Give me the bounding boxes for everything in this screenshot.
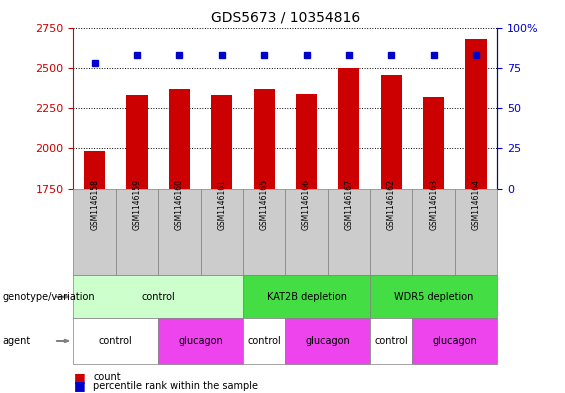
Bar xyxy=(423,97,444,189)
Text: GSM1146162: GSM1146162 xyxy=(387,179,396,230)
Text: GSM1146158: GSM1146158 xyxy=(90,179,99,230)
Bar xyxy=(254,89,275,189)
Text: glucagon: glucagon xyxy=(432,336,477,346)
Bar xyxy=(338,68,359,189)
Title: GDS5673 / 10354816: GDS5673 / 10354816 xyxy=(211,11,360,25)
Bar xyxy=(296,94,317,189)
Text: control: control xyxy=(375,336,408,346)
Text: GSM1146167: GSM1146167 xyxy=(345,179,353,230)
Text: ■: ■ xyxy=(73,379,85,393)
Text: control: control xyxy=(247,336,281,346)
Bar xyxy=(169,89,190,189)
Text: GSM1146159: GSM1146159 xyxy=(133,179,141,230)
Text: control: control xyxy=(141,292,175,302)
Text: agent: agent xyxy=(3,336,31,346)
Bar xyxy=(381,75,402,189)
Text: WDR5 depletion: WDR5 depletion xyxy=(394,292,473,302)
Text: GSM1146160: GSM1146160 xyxy=(175,179,184,230)
Text: glucagon: glucagon xyxy=(305,336,350,346)
Text: percentile rank within the sample: percentile rank within the sample xyxy=(93,381,258,391)
Text: control: control xyxy=(99,336,133,346)
Bar xyxy=(466,39,486,189)
Text: GSM1146165: GSM1146165 xyxy=(260,179,268,230)
Bar xyxy=(84,151,105,189)
Text: KAT2B depletion: KAT2B depletion xyxy=(267,292,346,302)
Bar xyxy=(211,95,232,189)
Text: GSM1146166: GSM1146166 xyxy=(302,179,311,230)
Text: genotype/variation: genotype/variation xyxy=(3,292,95,302)
Text: GSM1146164: GSM1146164 xyxy=(472,179,480,230)
Text: GSM1146161: GSM1146161 xyxy=(218,179,226,230)
Bar xyxy=(127,95,147,189)
Text: GSM1146163: GSM1146163 xyxy=(429,179,438,230)
Text: ■: ■ xyxy=(73,371,85,384)
Text: count: count xyxy=(93,372,121,382)
Text: glucagon: glucagon xyxy=(178,336,223,346)
